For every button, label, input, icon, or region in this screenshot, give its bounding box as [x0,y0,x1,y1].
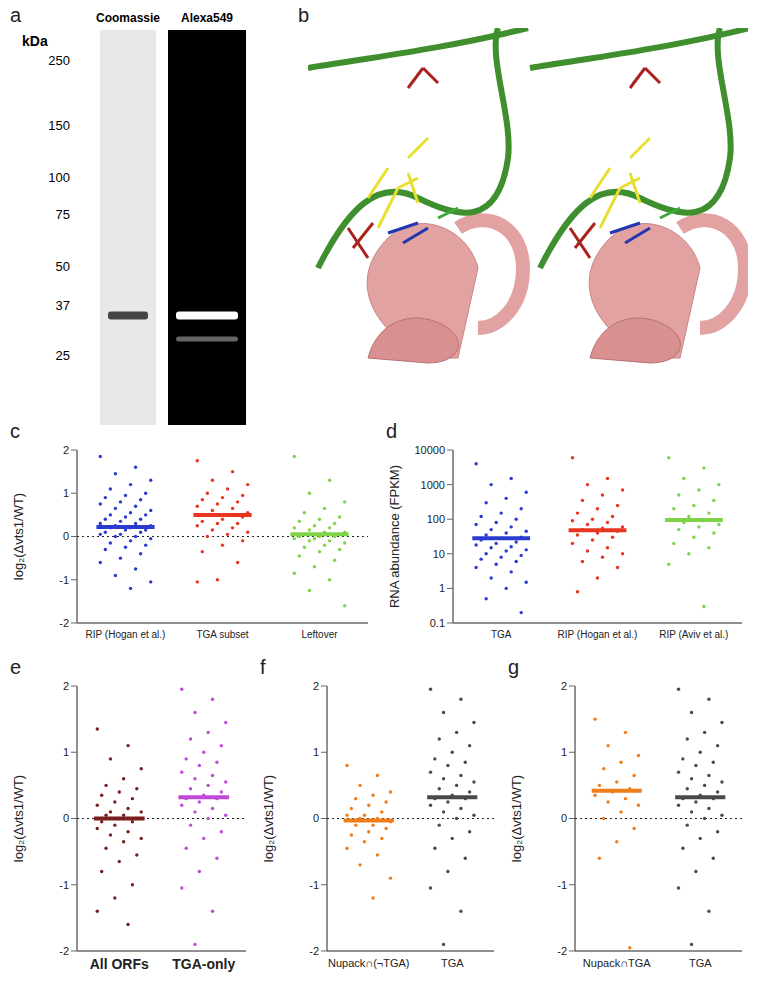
svg-text:log₂(Δvts1/WT): log₂(Δvts1/WT) [509,775,524,862]
svg-text:10: 10 [433,548,445,560]
svg-text:Coomassie: Coomassie [96,11,160,25]
svg-text:0.1: 0.1 [430,617,445,629]
html-text:d: d [386,420,398,442]
svg-text:Leftover: Leftover [301,629,338,640]
svg-text:100: 100 [427,513,445,525]
svg-text:TGA: TGA [441,957,464,969]
html-text:e: e [10,656,22,678]
svg-text:1: 1 [561,746,567,758]
svg-text:Nupack∩TGA: Nupack∩TGA [583,957,651,969]
svg-text:log₂(Δvts1/WT): log₂(Δvts1/WT) [261,775,276,862]
html-text:a: a [10,4,22,26]
html-text:c: c [10,420,20,442]
svg-text:25: 25 [56,348,70,363]
svg-text:37: 37 [56,298,70,313]
html-text:g: g [508,656,520,678]
svg-text:log₂(Δvts1/WT): log₂(Δvts1/WT) [11,493,26,580]
svg-text:50: 50 [56,259,70,274]
svg-text:0: 0 [63,812,69,824]
svg-text:Nupack∩(¬TGA): Nupack∩(¬TGA) [328,957,410,969]
svg-text:2: 2 [561,680,567,692]
svg-text:-2: -2 [59,945,69,957]
svg-text:-1: -1 [59,574,69,586]
svg-text:100: 100 [48,170,70,185]
svg-text:2: 2 [313,680,319,692]
svg-text:2: 2 [63,444,69,456]
svg-text:1: 1 [63,487,69,499]
svg-text:kDa: kDa [22,33,48,49]
svg-text:1: 1 [439,582,445,594]
html-text:b: b [298,4,310,26]
svg-text:-2: -2 [309,945,319,957]
svg-text:RIP (Hogan et al.): RIP (Hogan et al.) [558,629,638,640]
svg-text:0: 0 [63,530,69,542]
svg-text:2: 2 [63,680,69,692]
svg-text:Alexa549: Alexa549 [181,11,233,25]
html-text:f: f [260,656,266,678]
svg-text:TGA: TGA [689,957,712,969]
svg-text:0: 0 [561,812,567,824]
svg-text:TGA subset: TGA subset [196,629,248,640]
svg-text:-1: -1 [59,879,69,891]
svg-text:-1: -1 [309,879,319,891]
svg-text:log₂(Δvts1/WT): log₂(Δvts1/WT) [11,775,26,862]
svg-text:RIP (Hogan et al.): RIP (Hogan et al.) [86,629,166,640]
svg-text:TGA-only: TGA-only [172,956,235,972]
svg-text:1: 1 [313,746,319,758]
svg-text:-2: -2 [59,617,69,629]
svg-text:RIP (Aviv et al.): RIP (Aviv et al.) [659,629,728,640]
svg-text:1000: 1000 [421,479,445,491]
svg-text:150: 150 [48,118,70,133]
svg-text:1: 1 [63,746,69,758]
svg-text:75: 75 [56,207,70,222]
svg-text:All ORFs: All ORFs [90,956,149,972]
svg-text:-2: -2 [557,945,567,957]
svg-text:10000: 10000 [414,444,445,456]
svg-text:0: 0 [313,812,319,824]
svg-text:250: 250 [48,53,70,68]
svg-text:TGA: TGA [491,629,512,640]
svg-text:RNA abundance (FPKM): RNA abundance (FPKM) [387,465,402,608]
svg-text:-1: -1 [557,879,567,891]
